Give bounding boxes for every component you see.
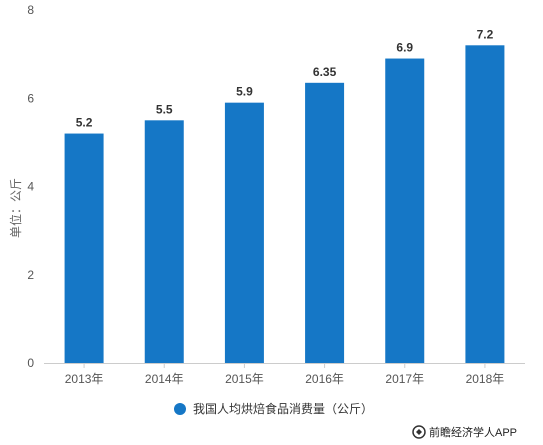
legend-label: 我国人均烘焙食品消费量（公斤） bbox=[193, 401, 373, 416]
y-tick-label: 2 bbox=[27, 268, 34, 282]
data-label: 6.9 bbox=[396, 41, 413, 55]
source-watermark: 前瞻经济学人APP bbox=[412, 425, 517, 439]
data-label: 5.2 bbox=[76, 116, 93, 130]
x-tick-label: 2018年 bbox=[466, 372, 505, 386]
app-logo-icon bbox=[412, 425, 426, 439]
x-tick-label: 2016年 bbox=[305, 372, 344, 386]
data-label: 7.2 bbox=[477, 27, 494, 41]
x-tick-label: 2015年 bbox=[225, 372, 264, 386]
bar[interactable] bbox=[305, 82, 345, 364]
data-label: 5.5 bbox=[156, 102, 173, 116]
y-tick-label: 4 bbox=[27, 180, 34, 194]
legend[interactable]: 我国人均烘焙食品消费量（公斤） bbox=[174, 401, 373, 416]
watermark-text: 前瞻经济学人APP bbox=[429, 425, 517, 439]
bar[interactable] bbox=[465, 45, 505, 364]
bar[interactable] bbox=[144, 120, 184, 363]
x-axis-ticks: 2013年 2014年 2015年 2016年 2017年 2018年 bbox=[65, 363, 505, 386]
y-axis-title: 单位：公斤 bbox=[8, 178, 23, 238]
data-labels-group: 5.2 5.5 5.9 6.35 6.9 7.2 bbox=[76, 27, 494, 129]
bar[interactable] bbox=[64, 133, 104, 363]
y-axis-ticks: 0 2 4 6 8 bbox=[27, 3, 34, 370]
x-tick-label: 2014年 bbox=[145, 372, 184, 386]
bars-group bbox=[64, 45, 505, 364]
legend-swatch bbox=[174, 403, 186, 415]
y-tick-label: 0 bbox=[27, 356, 34, 370]
data-label: 6.35 bbox=[313, 65, 337, 79]
x-tick-label: 2013年 bbox=[65, 372, 104, 386]
bar[interactable] bbox=[224, 102, 264, 363]
y-tick-label: 6 bbox=[27, 91, 34, 105]
data-label: 5.9 bbox=[236, 85, 253, 99]
x-tick-label: 2017年 bbox=[385, 372, 424, 386]
y-tick-label: 8 bbox=[27, 3, 34, 17]
bar[interactable] bbox=[385, 58, 425, 363]
